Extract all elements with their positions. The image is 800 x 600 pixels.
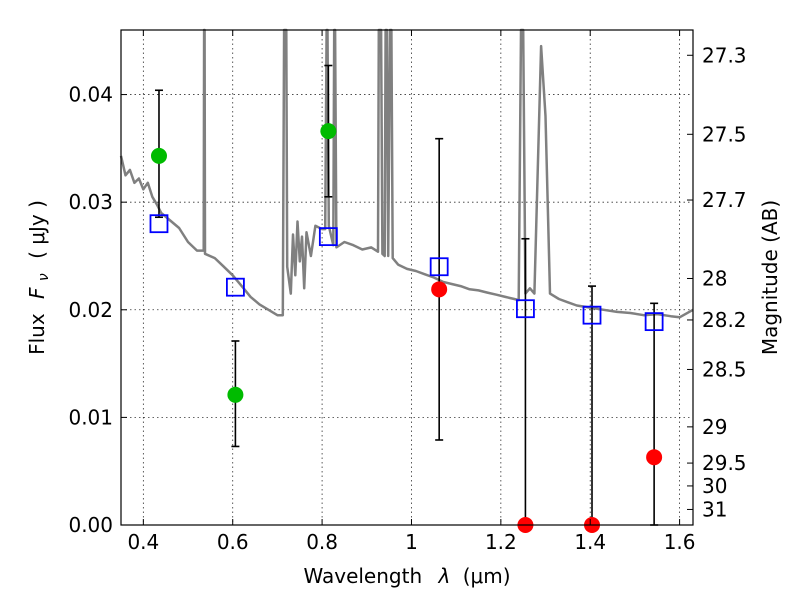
mag-tick-label: 27.5 bbox=[702, 122, 747, 146]
y-axis-title: Flux F ν ( μJy ) bbox=[25, 200, 53, 355]
nondetection-point bbox=[646, 449, 663, 466]
mag-tick-label: 29.5 bbox=[702, 451, 747, 475]
model-photometry-layer bbox=[149, 214, 664, 332]
detection-point bbox=[320, 123, 337, 140]
model-flux-square bbox=[429, 257, 449, 277]
detection-point bbox=[227, 386, 244, 403]
y-axis-title-subscript: ν bbox=[36, 273, 52, 281]
x-tick-label: 0.4 bbox=[127, 530, 159, 554]
y-tick-label: 0.00 bbox=[68, 513, 113, 537]
grid bbox=[121, 30, 693, 526]
x-tick-label: 1.2 bbox=[485, 530, 517, 554]
mag-tick-label: 28 bbox=[702, 266, 727, 290]
x-axis-title-unit: (μm) bbox=[463, 564, 511, 588]
y2-axis-title: Magnitude (AB) bbox=[758, 200, 782, 355]
x-tick-label: 0.6 bbox=[217, 530, 249, 554]
y-tick-label: 0.01 bbox=[68, 405, 113, 429]
model-flux-square bbox=[582, 305, 602, 325]
y-axis-title-prefix: Flux bbox=[25, 313, 49, 355]
y-tick-label: 0.03 bbox=[68, 190, 113, 214]
x-tick-label: 1 bbox=[405, 530, 418, 554]
model-flux-square bbox=[225, 277, 245, 297]
model-flux-square bbox=[644, 312, 664, 332]
plot-frame bbox=[120, 29, 694, 526]
model-flux-square bbox=[318, 227, 338, 247]
observations-layer bbox=[150, 123, 663, 533]
mag-tick-label: 28.2 bbox=[702, 308, 747, 332]
axis-ticks bbox=[121, 30, 693, 526]
nondetection-point bbox=[431, 281, 448, 298]
mag-tick-label: 27.3 bbox=[702, 43, 747, 67]
y-axis-title-unit: ( μJy ) bbox=[25, 200, 49, 259]
y-tick-label: 0.02 bbox=[68, 298, 113, 322]
x-tick-label: 0.8 bbox=[306, 530, 338, 554]
y-axis-title-symbol: F bbox=[25, 287, 49, 299]
y-tick-label: 0.04 bbox=[68, 83, 113, 107]
tick-labels: 0.4 0.6 0.8 1 1.2 1.4 1.6 0.00 0.01 0.02 0.03 0.04 2… bbox=[68, 43, 746, 554]
mag-tick-label: 29 bbox=[702, 415, 727, 439]
x-axis-title: Wavelength λ (μm) bbox=[303, 564, 510, 588]
model-flux-square bbox=[149, 214, 169, 234]
model-spectrum-line bbox=[119, 28, 694, 319]
x-tick-label: 1.6 bbox=[664, 530, 696, 554]
x-tick-label: 1.4 bbox=[574, 530, 606, 554]
mag-tick-label: 31 bbox=[702, 497, 727, 521]
model-spectrum-layer bbox=[119, 28, 694, 319]
x-axis-title-symbol: λ bbox=[438, 564, 451, 588]
detection-point bbox=[150, 147, 167, 164]
mag-tick-label: 28.5 bbox=[702, 357, 747, 381]
x-axis-title-prefix: Wavelength bbox=[303, 564, 422, 588]
mag-tick-label: 27.7 bbox=[702, 188, 747, 212]
model-flux-square bbox=[516, 299, 535, 319]
mag-tick-label: 30 bbox=[702, 474, 727, 498]
